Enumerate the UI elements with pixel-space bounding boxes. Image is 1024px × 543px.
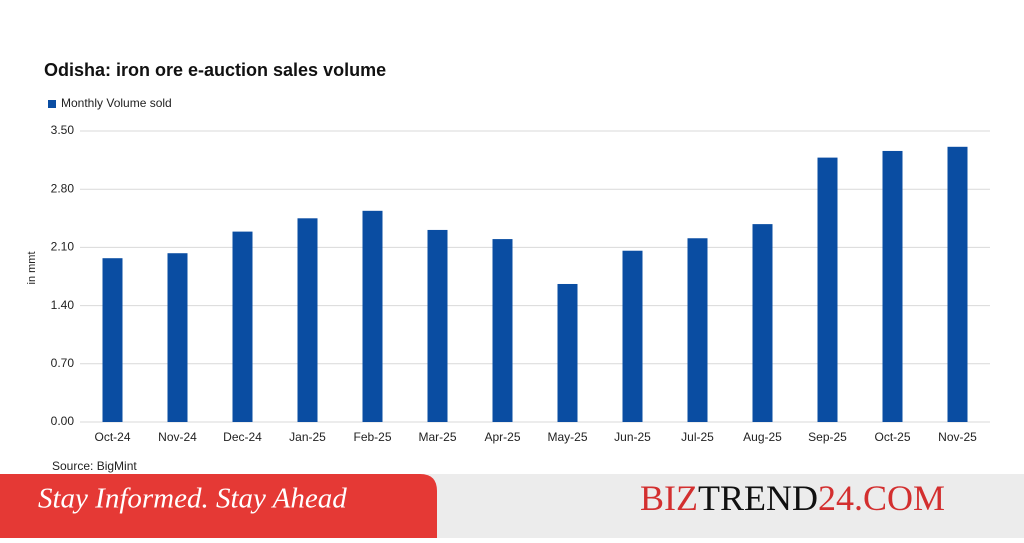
- bar: [167, 253, 188, 422]
- y-tick-label: 0.00: [51, 414, 75, 428]
- brand-part: BIZ: [640, 478, 698, 518]
- bar: [557, 283, 578, 422]
- y-tick-label: 2.10: [51, 240, 75, 254]
- bar: [427, 229, 448, 422]
- x-tick-label: Nov-25: [938, 430, 977, 444]
- bar: [102, 258, 123, 422]
- y-axis-label: in mmt: [26, 252, 38, 285]
- bar: [752, 224, 773, 422]
- x-tick-label: Jun-25: [614, 430, 651, 444]
- banner-tag-bg: [0, 474, 437, 538]
- x-tick-label: Oct-25: [874, 430, 910, 444]
- bar: [687, 238, 708, 422]
- x-tick-label: Aug-25: [743, 430, 782, 444]
- x-tick-label: Mar-25: [418, 430, 456, 444]
- x-tick-label: May-25: [547, 430, 587, 444]
- bar: [622, 250, 643, 422]
- x-tick-label: Jan-25: [289, 430, 326, 444]
- bar: [297, 218, 318, 422]
- bar: [882, 150, 903, 422]
- y-tick-label: 3.50: [51, 123, 75, 137]
- bar: [492, 239, 513, 422]
- bar: [232, 231, 253, 422]
- brand-part: 24.COM: [818, 478, 945, 518]
- brand-part: TREND: [698, 478, 818, 518]
- y-tick-label: 0.70: [51, 356, 75, 370]
- legend-label: Monthly Volume sold: [61, 96, 172, 110]
- legend-swatch: [48, 100, 56, 108]
- x-tick-label: Oct-24: [94, 430, 130, 444]
- x-tick-label: Jul-25: [681, 430, 714, 444]
- tagline: Stay Informed. Stay Ahead: [38, 483, 347, 515]
- bar: [817, 157, 838, 422]
- bar: [362, 210, 383, 422]
- x-tick-label: Sep-25: [808, 430, 847, 444]
- bar: [947, 146, 968, 422]
- source: Source: BigMint: [52, 459, 137, 473]
- y-tick-label: 2.80: [51, 181, 75, 195]
- x-tick-label: Apr-25: [484, 430, 520, 444]
- x-tick-label: Feb-25: [353, 430, 391, 444]
- brand: BIZTREND24.COM: [640, 478, 945, 518]
- x-tick-label: Nov-24: [158, 430, 197, 444]
- x-tick-label: Dec-24: [223, 430, 262, 444]
- plot: 0.00 0.70 1.40 2.10 2.80 3.50 Oct-24 Nov-24 Dec-…: [51, 123, 990, 444]
- chart-title: Odisha: iron ore e-auction sales volume: [44, 60, 386, 80]
- y-tick-label: 1.40: [51, 298, 75, 312]
